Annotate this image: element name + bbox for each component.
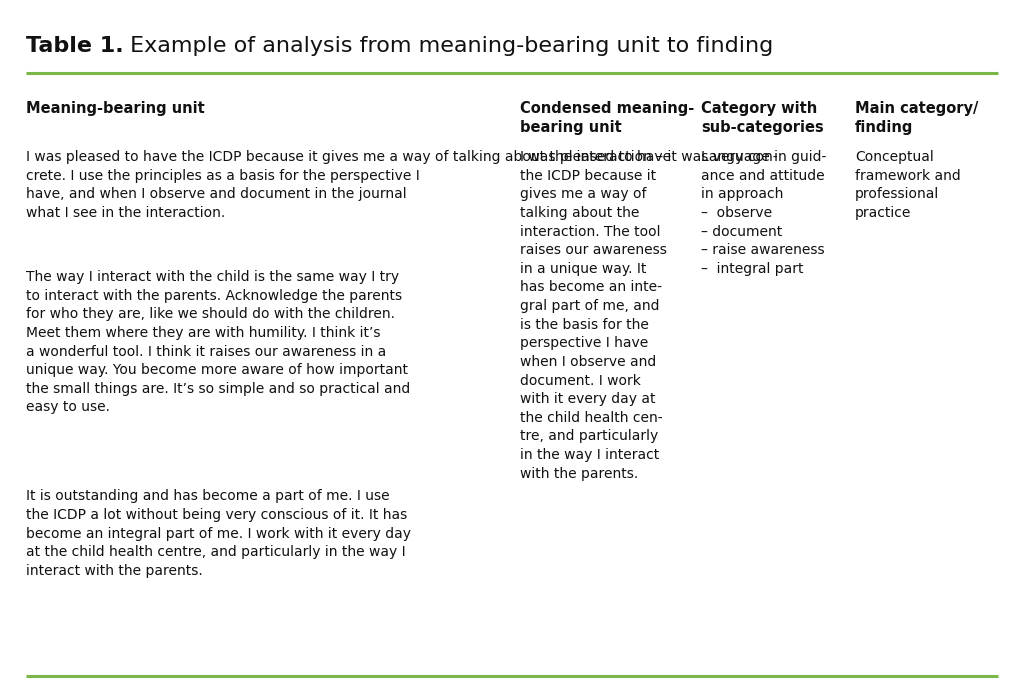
Text: The way I interact with the child is the same way I try
to interact with the par: The way I interact with the child is the… (26, 270, 410, 415)
Text: Meaning-bearing unit: Meaning-bearing unit (26, 101, 205, 116)
Text: I was pleased to have
the ICDP because it
gives me a way of
talking about the
in: I was pleased to have the ICDP because i… (520, 150, 672, 481)
Text: Example of analysis from meaning-bearing unit to finding: Example of analysis from meaning-bearing… (123, 36, 773, 57)
Text: Conceptual
framework and
professional
practice: Conceptual framework and professional pr… (855, 150, 961, 220)
Text: It is outstanding and has become a part of me. I use
the ICDP a lot without bein: It is outstanding and has become a part … (26, 489, 411, 578)
Text: Table 1.: Table 1. (26, 36, 123, 57)
Text: Main category/
finding: Main category/ finding (855, 101, 978, 135)
Text: Language in guid-
ance and attitude
in approach
–  observe
– document
– raise aw: Language in guid- ance and attitude in a… (701, 150, 826, 276)
Text: I was pleased to have the ICDP because it gives me a way of talking about the in: I was pleased to have the ICDP because i… (26, 150, 777, 220)
Text: Category with
sub-categories: Category with sub-categories (701, 101, 824, 135)
Text: Condensed meaning-
bearing unit: Condensed meaning- bearing unit (520, 101, 694, 135)
